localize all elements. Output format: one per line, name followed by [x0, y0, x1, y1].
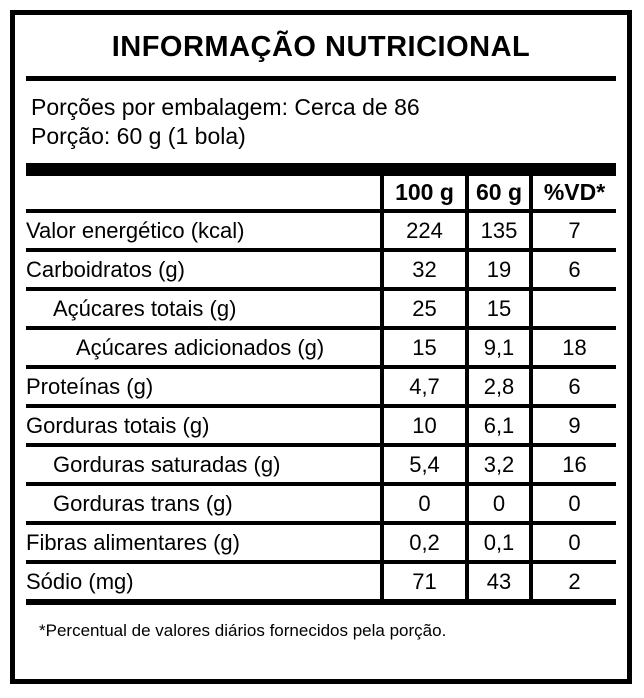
table-row-gorduras-trans: Gorduras trans (g) 0 0 0 [26, 484, 616, 525]
vd-percent-value: 16 [529, 445, 616, 486]
table-row-gorduras-saturadas: Gorduras saturadas (g) 5,4 3,2 16 [26, 445, 616, 486]
vd-percent-value [529, 289, 616, 330]
vd-percent-value: 0 [529, 484, 616, 525]
per-100g-value: 0 [380, 484, 467, 525]
per-100g-value: 0,2 [380, 523, 467, 564]
per-60g-value: 0,1 [465, 523, 531, 564]
table-row-valor-energetico: Valor energético (kcal) 224 135 7 [26, 211, 616, 252]
vd-percent-value: 7 [529, 211, 616, 252]
vd-percent-value: 6 [529, 367, 616, 408]
vd-column-header: %VD* [529, 169, 616, 213]
portion-size-text: Porção: 60 g (1 bola) [31, 123, 246, 149]
vd-percent-value: 9 [529, 406, 616, 447]
per-60g-value: 3,2 [465, 445, 531, 486]
per-60g-value: 43 [465, 562, 531, 604]
per-100g-value: 5,4 [380, 445, 467, 486]
per-60g-value: 19 [465, 250, 531, 291]
nutrient-name: Proteínas (g) [26, 367, 382, 408]
table-row-fibras-alimentares: Fibras alimentares (g) 0,2 0,1 0 [26, 523, 616, 564]
nutrient-name: Valor energético (kcal) [26, 211, 382, 252]
vd-percent-value: 2 [529, 562, 616, 604]
per-60g-value: 6,1 [465, 406, 531, 447]
nutrient-name: Fibras alimentares (g) [26, 523, 382, 564]
per-60g-value: 135 [465, 211, 531, 252]
nutrient-name: Gorduras totais (g) [26, 406, 382, 447]
per-100g-value: 15 [380, 328, 467, 369]
per-100g-column-header: 100 g [380, 169, 467, 213]
table-row-gorduras-totais: Gorduras totais (g) 10 6,1 9 [26, 406, 616, 447]
table-row-proteinas: Proteínas (g) 4,7 2,8 6 [26, 367, 616, 408]
per-60g-value: 9,1 [465, 328, 531, 369]
nutrient-name: Gorduras saturadas (g) [26, 445, 382, 486]
nutrient-column-header [26, 169, 382, 213]
title-divider [26, 76, 616, 81]
nutrient-name: Açúcares totais (g) [26, 289, 382, 330]
per-100g-value: 25 [380, 289, 467, 330]
per-100g-value: 224 [380, 211, 467, 252]
table-row-carboidratos: Carboidratos (g) 32 19 6 [26, 250, 616, 291]
per-60g-value: 15 [465, 289, 531, 330]
vd-percent-value: 6 [529, 250, 616, 291]
per-100g-value: 32 [380, 250, 467, 291]
servings-per-package-text: Porções por embalagem: Cerca de 86 [31, 94, 420, 120]
nutrition-table: 100 g 60 g %VD* Valor energético (kcal) … [26, 163, 616, 605]
label-title: INFORMAÇÃO NUTRICIONAL [111, 31, 531, 63]
label-border-box: INFORMAÇÃO NUTRICIONAL Porções por embal… [10, 10, 632, 684]
per-60g-value: 0 [465, 484, 531, 525]
per-100g-value: 4,7 [380, 367, 467, 408]
per-100g-value: 71 [380, 562, 467, 604]
vd-percent-value: 18 [529, 328, 616, 369]
table-row-acucares-adicionados: Açúcares adicionados (g) 15 9,1 18 [26, 328, 616, 369]
table-row-acucares-totais: Açúcares totais (g) 25 15 [26, 289, 616, 330]
nutrient-name: Sódio (mg) [26, 562, 382, 604]
nutrient-name: Carboidratos (g) [26, 250, 382, 291]
per-60g-value: 2,8 [465, 367, 531, 408]
per-100g-value: 10 [380, 406, 467, 447]
per-60g-column-header: 60 g [465, 169, 531, 213]
table-header-row: 100 g 60 g %VD* [26, 169, 616, 213]
nutrient-name: Gorduras trans (g) [26, 484, 382, 525]
table-row-sodio: Sódio (mg) 71 43 2 [26, 562, 616, 604]
daily-values-footnote: *Percentual de valores diários fornecido… [39, 621, 447, 640]
vd-percent-value: 0 [529, 523, 616, 564]
nutrient-name: Açúcares adicionados (g) [26, 328, 382, 369]
